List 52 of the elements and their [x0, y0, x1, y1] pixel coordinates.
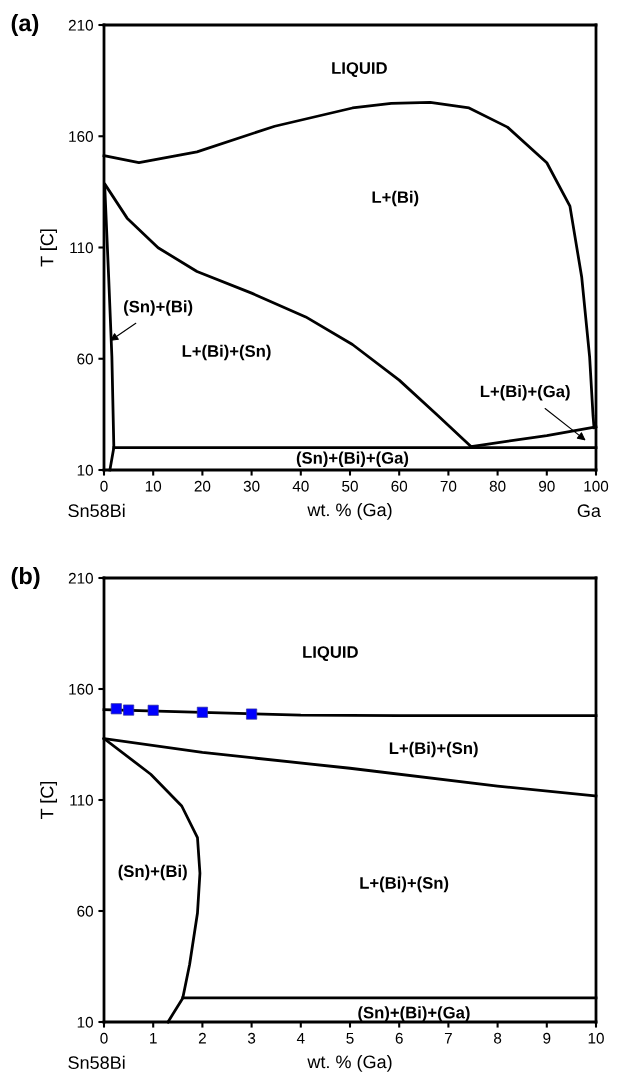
x-tick-label: 10: [145, 480, 162, 492]
x-tick-label: 3: [247, 1032, 256, 1044]
x-tick-label: 1: [150, 1032, 157, 1044]
annotation: (Sn)+(Bi)+(Ga): [358, 1006, 470, 1022]
x-axis-title: wt. % (Ga): [307, 502, 392, 520]
x-axis-title: wt. % (Ga): [307, 1054, 392, 1072]
text: (b): [11, 566, 40, 590]
x-tick-label: 5: [346, 1032, 354, 1044]
x-tick-label: 7: [444, 1032, 452, 1044]
x-tick-label: 60: [391, 480, 408, 492]
text: Sn58Bi: [68, 503, 125, 518]
annotation: L+(Bi)+(Sn): [360, 876, 449, 893]
annotation: L+(Bi)+(Sn): [389, 741, 478, 758]
y-tick-label: 60: [77, 905, 93, 917]
y-tick-label: 110: [70, 794, 93, 806]
x-tick-label: 8: [494, 1032, 502, 1044]
x-tick-label: 9: [543, 1032, 551, 1044]
x-tick-label: 40: [292, 480, 309, 492]
x-tick-label: 100: [584, 480, 609, 492]
y-tick-label: 160: [69, 131, 93, 142]
annotation: LIQUID: [332, 62, 387, 78]
annotation: L+(Bi): [372, 190, 419, 207]
annotation: L+(Bi)+(Sn): [182, 344, 271, 361]
x-tick-label: 6: [395, 1032, 403, 1044]
text: (a): [11, 14, 39, 36]
y-tick-label: 210: [68, 19, 93, 31]
x-tick-label: 10: [588, 1032, 604, 1044]
x-tick-label: 90: [539, 480, 555, 492]
annotation: (Sn)+(Bi): [124, 300, 193, 316]
annotation: (Sn)+(Bi)+(Ga): [296, 451, 409, 468]
annotation: LIQUID: [303, 646, 358, 662]
y-tick-label: 10: [77, 1016, 93, 1028]
y-axis-title: T [C]: [40, 781, 57, 819]
x-tick-label: 50: [342, 480, 358, 492]
text: Ga: [577, 504, 601, 518]
y-tick-label: 160: [69, 683, 93, 695]
y-tick-label: 110: [70, 242, 93, 254]
x-tick-label: 80: [489, 480, 506, 492]
y-tick-label: 60: [77, 353, 93, 365]
annotation: L+(Bi)+(Ga): [480, 385, 570, 401]
x-tick-label: 4: [296, 1032, 305, 1044]
x-tick-label: 70: [440, 480, 457, 492]
x-tick-label: 30: [243, 480, 260, 492]
x-tick-label: 2: [198, 1032, 206, 1044]
text: Sn58Bi: [68, 1055, 125, 1070]
x-tick-label: 0: [100, 1032, 108, 1044]
annotation: (Sn)+(Bi): [118, 864, 187, 881]
y-tick-label: 210: [68, 572, 93, 584]
x-tick-label: 20: [194, 480, 211, 492]
x-tick-label: 0: [100, 480, 108, 492]
y-axis-title: T [C]: [40, 229, 57, 267]
y-tick-label: 10: [77, 464, 93, 476]
